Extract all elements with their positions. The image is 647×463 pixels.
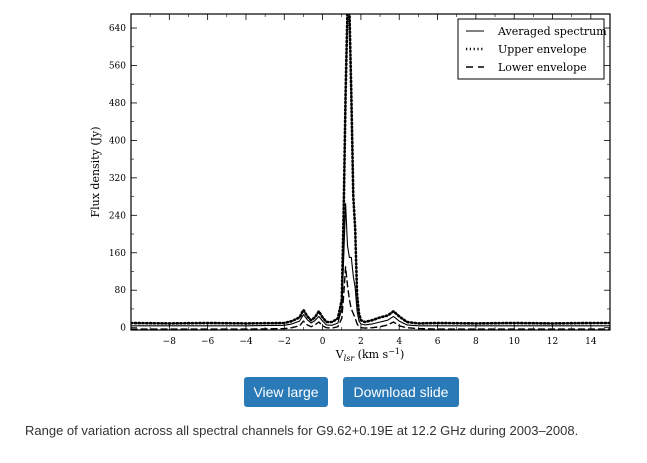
legend-label: Upper envelope — [498, 43, 587, 56]
plot-frame — [130, 13, 611, 331]
y-tick-label: 80 — [115, 286, 127, 296]
x-tick-label: 6 — [435, 337, 441, 347]
x-tick-label: −6 — [201, 337, 215, 347]
download-slide-button[interactable]: Download slide — [343, 377, 459, 407]
series-line-solid — [131, 203, 610, 327]
legend-label: Lower envelope — [498, 61, 587, 74]
x-tick-label: −2 — [278, 337, 291, 347]
x-tick-label: 12 — [547, 337, 558, 347]
y-tick-label: 640 — [109, 24, 126, 34]
legend-label: Averaged spectrum — [497, 25, 607, 38]
y-tick-label: 160 — [109, 249, 126, 259]
x-tick-label: −4 — [239, 337, 253, 347]
x-tick-label: −8 — [163, 337, 177, 347]
y-tick-label: 560 — [109, 61, 126, 71]
x-tick-label: 14 — [585, 337, 597, 347]
x-tick-label: 10 — [508, 337, 520, 347]
x-tick-label: 4 — [396, 337, 402, 347]
x-axis-label: Vlsr (km s−1) — [335, 347, 405, 363]
x-tick-label: 8 — [473, 337, 479, 347]
y-tick-label: 320 — [109, 174, 126, 184]
figure-caption: Range of variation across all spectral c… — [25, 423, 579, 438]
y-tick-label: 400 — [109, 136, 126, 146]
series-line-dotted — [131, 14, 610, 325]
x-tick-label: 2 — [358, 337, 364, 347]
y-tick-label: 0 — [120, 324, 126, 334]
figure-chart: −8 −6 −4 −2 0 2 4 6 8 10 12 14 0 80 160 240 320 400 480 560… — [89, 13, 611, 363]
y-tick-label: 480 — [109, 99, 126, 109]
y-axis-label: Flux density (Jy) — [89, 126, 102, 217]
view-large-button[interactable]: View large — [244, 377, 328, 407]
series-line-dashed — [131, 266, 610, 330]
series-group — [131, 14, 610, 330]
y-tick-label: 240 — [109, 211, 126, 221]
x-tick-label: 0 — [320, 337, 326, 347]
